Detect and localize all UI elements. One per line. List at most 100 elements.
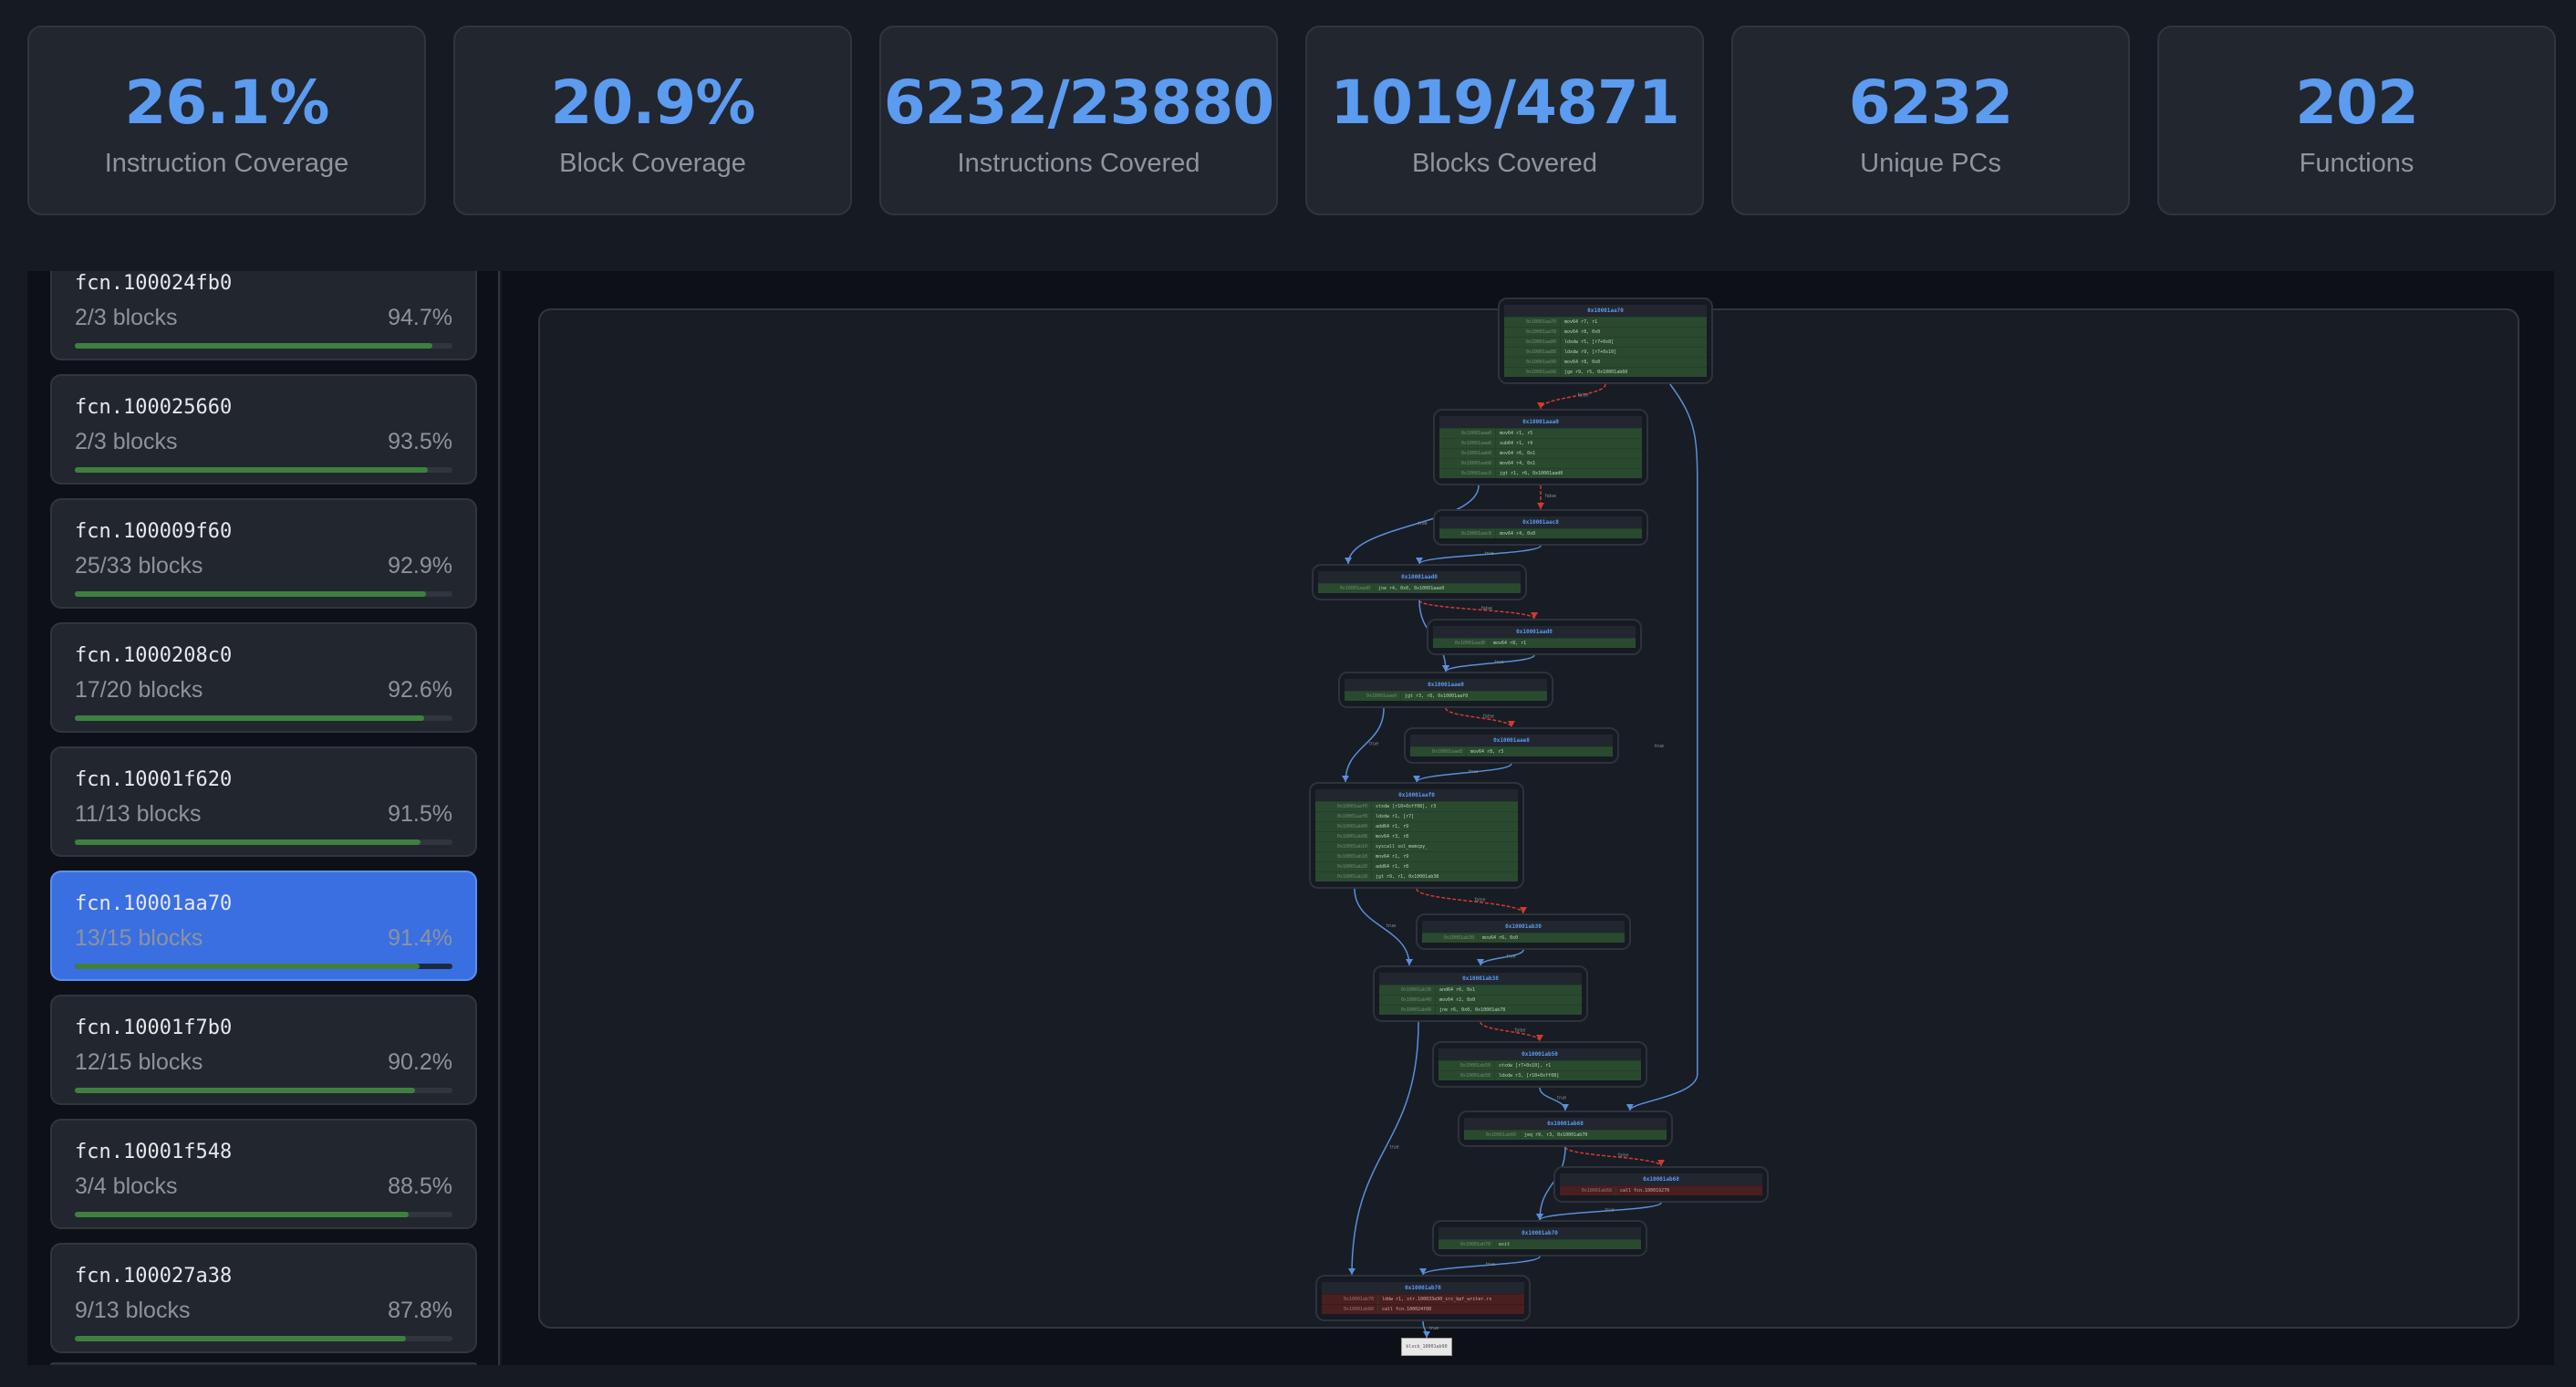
instruction-row: 0x10001ab68 call fcn.100019270: [1560, 1185, 1762, 1195]
function-item[interactable]: fcn.1000208c0 17/20 blocks 92.6%: [50, 622, 477, 733]
coverage-bar: [75, 591, 452, 597]
instruction-row: 0x10001aae0 jgt r3, r8, 0x10001aaf0: [1345, 691, 1547, 701]
function-name: fcn.100024fb0: [75, 272, 233, 295]
instruction-text: lddw r1, str.100033e90_src_bpf_writer.rs: [1382, 1297, 1492, 1302]
instruction-text: jeq r9, r3, 0x10001ab70: [1524, 1132, 1588, 1138]
function-list[interactable]: fcn.100024fb0 2/3 blocks 94.7% fcn.10002566…: [27, 271, 500, 1365]
coverage-bar-fill: [75, 840, 421, 845]
stat-value: 26.1%: [124, 68, 330, 138]
instruction-row: 0x10001ab10 syscall sol_memcpy_: [1315, 841, 1518, 851]
coverage-bar: [75, 1088, 452, 1093]
instruction-address: 0x10001aa88: [1504, 348, 1561, 357]
basic-block[interactable]: 0x10001aad8 0x10001aad8 mov64 r8, r1: [1427, 619, 1642, 655]
stat-label: Blocks Covered: [1411, 149, 1598, 178]
instruction-address: 0x10001aad0: [1318, 584, 1375, 593]
instruction-row: 0x10001ab60 jeq r9, r3, 0x10001ab70: [1464, 1130, 1667, 1140]
instruction-row: 0x10001aad0 jne r4, 0x0, 0x10001aae0: [1318, 583, 1521, 593]
basic-block[interactable]: 0x10001ab30 0x10001ab30 mov64 r6, 0x0: [1416, 913, 1631, 950]
instruction-row: 0x10001ab50 stxdw [r7+0x10], r1: [1439, 1060, 1641, 1070]
basic-block[interactable]: 0x10001aae8 0x10001aae8 mov64 r8, r3: [1404, 727, 1619, 764]
instruction-address: 0x10001aaa0: [1439, 429, 1496, 438]
coverage-bar-fill: [75, 591, 426, 597]
basic-block[interactable]: 0x10001aaf0 0x10001aaf0 stxdw [r10+0xff08]…: [1309, 782, 1524, 889]
function-coverage: 93.5%: [388, 429, 452, 454]
instruction-text: mov64 r8, r3: [1470, 749, 1504, 755]
basic-block[interactable]: 0x10001aae0 0x10001aae0 jgt r3, r8, 0x1000…: [1338, 672, 1553, 708]
block-address: 0x10001aa70: [1504, 305, 1707, 317]
exit-block[interactable]: block_10001ab90: [1401, 1338, 1452, 1356]
instruction-address: 0x10001ab48: [1379, 1006, 1436, 1015]
stat-label: Unique PCs: [1860, 149, 2001, 178]
coverage-bar-fill: [75, 467, 429, 473]
block-address: 0x10001ab68: [1560, 1173, 1762, 1185]
stat-card: 1019/4871 Blocks Covered: [1305, 26, 1704, 215]
basic-block[interactable]: 0x10001ab68 0x10001ab68 call fcn.100019270: [1553, 1166, 1769, 1203]
instruction-text: jne r4, 0x0, 0x10001aae0: [1378, 586, 1445, 591]
function-item[interactable]: fcn.100024fb0 2/3 blocks 94.7%: [50, 271, 477, 360]
function-name: fcn.10001f548: [75, 1141, 233, 1163]
block-address: 0x10001aaf0: [1315, 789, 1518, 801]
instruction-address: 0x10001ab50: [1439, 1061, 1495, 1070]
instruction-row: 0x10001aaf0 stxdw [r10+0xff08], r3: [1315, 801, 1518, 811]
function-item[interactable]: fcn.10001f7b0 12/15 blocks 90.2%: [50, 995, 477, 1105]
function-item[interactable]: [50, 1362, 477, 1365]
instruction-row: 0x10001aa98 jge r9, r5, 0x10001ab60: [1504, 367, 1707, 377]
instruction-address: 0x10001aae0: [1345, 692, 1401, 701]
instruction-text: jge r9, r5, 0x10001ab60: [1564, 370, 1628, 375]
block-address: 0x10001ab78: [1322, 1282, 1524, 1294]
instruction-text: mov64 r3, r8: [1376, 834, 1409, 840]
basic-block[interactable]: 0x10001ab38 0x10001ab38 and64 r6, 0x1 0x100…: [1373, 965, 1588, 1022]
function-name: fcn.100009f60: [75, 520, 233, 543]
instruction-address: 0x10001aaa8: [1439, 439, 1496, 448]
function-item[interactable]: fcn.10001f548 3/4 blocks 88.5%: [50, 1119, 477, 1229]
instruction-row: 0x10001aa90 mov64 r8, 0x0: [1504, 357, 1707, 367]
instruction-row: 0x10001aaf8 ldxdw r1, [r7]: [1315, 811, 1518, 821]
basic-block[interactable]: 0x10001ab60 0x10001ab60 jeq r9, r3, 0x1000…: [1458, 1111, 1673, 1147]
function-name: fcn.100027a38: [75, 1265, 233, 1288]
instruction-address: 0x10001aaf0: [1315, 802, 1372, 811]
function-blocks: 9/13 blocks: [75, 1298, 191, 1323]
instruction-row: 0x10001ab20 add64 r1, r8: [1315, 861, 1518, 871]
block-address: 0x10001aad8: [1433, 626, 1636, 638]
function-item[interactable]: fcn.100009f60 25/33 blocks 92.9%: [50, 498, 477, 609]
instruction-row: 0x10001ab38 and64 r6, 0x1: [1379, 985, 1582, 995]
instruction-text: jgt r9, r1, 0x10001ab38: [1376, 874, 1439, 880]
stat-card: 20.9% Block Coverage: [453, 26, 852, 215]
function-blocks: 12/15 blocks: [75, 1049, 203, 1075]
function-blocks: 25/33 blocks: [75, 553, 203, 579]
instruction-text: and64 r6, 0x1: [1439, 987, 1476, 993]
instruction-row: 0x10001aab8 mov64 r4, 0x1: [1439, 458, 1642, 468]
function-item[interactable]: fcn.10001f620 11/13 blocks 91.5%: [50, 746, 477, 857]
instruction-row: 0x10001aaa8 sub64 r1, r9: [1439, 438, 1642, 448]
basic-block[interactable]: 0x10001aac8 0x10001aac8 mov64 r4, 0x0: [1433, 509, 1648, 546]
function-blocks: 3/4 blocks: [75, 1173, 178, 1199]
coverage-bar-fill: [75, 964, 421, 969]
instruction-text: syscall sol_memcpy_: [1376, 844, 1428, 850]
basic-block[interactable]: 0x10001ab70 0x10001ab70 exit: [1432, 1220, 1647, 1257]
function-item[interactable]: fcn.100025660 2/3 blocks 93.5%: [50, 374, 477, 485]
instruction-text: call fcn.100019270: [1620, 1188, 1670, 1194]
block-address: 0x10001aaa0: [1439, 416, 1642, 428]
instruction-text: ldxdw r9, [r7+0x10]: [1564, 349, 1617, 355]
instruction-address: 0x10001ab40: [1379, 996, 1436, 1005]
instruction-row: 0x10001aac8 mov64 r4, 0x0: [1439, 528, 1642, 538]
stat-label: Instruction Coverage: [104, 149, 349, 178]
instruction-text: mov64 r4, 0x0: [1500, 531, 1536, 537]
basic-block[interactable]: 0x10001aad0 0x10001aad0 jne r4, 0x0, 0x100…: [1312, 564, 1527, 600]
instruction-text: exit: [1499, 1242, 1511, 1247]
instruction-address: 0x10001ab08: [1315, 832, 1372, 841]
instruction-row: 0x10001ab08 mov64 r3, r8: [1315, 831, 1518, 841]
instruction-address: 0x10001ab58: [1439, 1071, 1495, 1080]
basic-block[interactable]: 0x10001aa70 0x10001aa70 mov64 r7, r1 0x1000…: [1498, 297, 1713, 384]
function-item[interactable]: fcn.10001aa70 13/15 blocks 91.4%: [50, 871, 477, 981]
basic-block[interactable]: 0x10001ab78 0x10001ab78 lddw r1, str.10003…: [1315, 1275, 1531, 1321]
instruction-row: 0x10001ab48 jne r6, 0x0, 0x10001ab78: [1379, 1005, 1582, 1015]
function-blocks: 2/3 blocks: [75, 429, 178, 454]
instruction-row: 0x10001ab88 call fcn.100024f88: [1322, 1304, 1524, 1314]
instruction-row: 0x10001ab40 mov64 r2, 0x0: [1379, 995, 1582, 1005]
function-item[interactable]: fcn.100027a38 9/13 blocks 87.8%: [50, 1243, 477, 1353]
instruction-text: mov64 r6, 0x1: [1500, 451, 1536, 456]
basic-block[interactable]: 0x10001aaa0 0x10001aaa0 mov64 r1, r5 0x1000…: [1433, 409, 1648, 485]
block-address: 0x10001ab30: [1422, 921, 1625, 933]
basic-block[interactable]: 0x10001ab50 0x10001ab50 stxdw [r7+0x10], r…: [1432, 1041, 1647, 1088]
